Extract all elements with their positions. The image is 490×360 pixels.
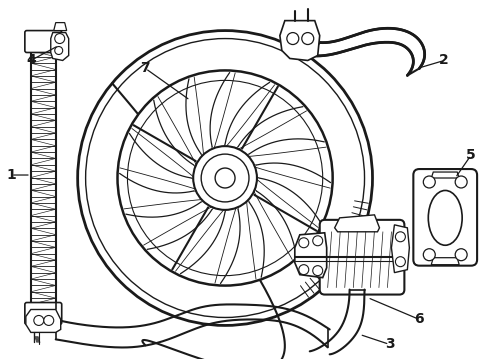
Circle shape [423, 249, 435, 261]
Text: 3: 3 [385, 337, 394, 351]
Circle shape [455, 249, 467, 261]
Ellipse shape [428, 190, 462, 245]
Polygon shape [26, 310, 61, 332]
Polygon shape [51, 32, 69, 60]
Circle shape [201, 154, 249, 202]
Polygon shape [431, 258, 459, 265]
Text: 7: 7 [141, 62, 150, 76]
Text: 6: 6 [415, 312, 424, 327]
Circle shape [118, 71, 333, 285]
Circle shape [44, 315, 54, 325]
Polygon shape [54, 23, 67, 31]
Polygon shape [431, 172, 459, 178]
Circle shape [77, 31, 372, 325]
Circle shape [55, 33, 65, 44]
Circle shape [302, 32, 314, 45]
Circle shape [395, 257, 405, 267]
FancyBboxPatch shape [25, 31, 62, 53]
Polygon shape [310, 28, 424, 75]
Circle shape [299, 265, 309, 275]
Circle shape [55, 46, 63, 54]
Text: 4: 4 [26, 54, 36, 67]
Circle shape [455, 176, 467, 188]
Circle shape [423, 176, 435, 188]
Circle shape [313, 236, 323, 246]
Circle shape [34, 315, 44, 325]
FancyBboxPatch shape [319, 220, 404, 294]
Text: 2: 2 [440, 54, 449, 67]
Circle shape [313, 266, 323, 276]
Circle shape [395, 232, 405, 242]
Polygon shape [392, 225, 409, 273]
Circle shape [215, 168, 235, 188]
FancyBboxPatch shape [414, 169, 477, 266]
Text: 5: 5 [466, 148, 476, 162]
Polygon shape [280, 21, 319, 60]
Circle shape [299, 238, 309, 248]
Polygon shape [335, 215, 379, 232]
Circle shape [287, 32, 299, 45]
Circle shape [193, 146, 257, 210]
Polygon shape [295, 233, 327, 278]
Text: 1: 1 [6, 168, 16, 182]
FancyBboxPatch shape [25, 302, 62, 324]
